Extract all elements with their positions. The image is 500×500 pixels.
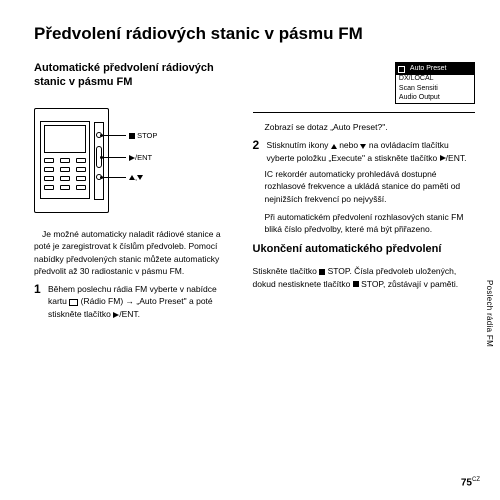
device-diagram: STOP /ENT , — [34, 98, 164, 218]
radio-icon — [69, 299, 78, 306]
play-ent-label: /ENT — [135, 153, 152, 162]
up-icon — [331, 144, 337, 149]
right-column: Auto Preset DX/LOCAL Scan Sensiti Audio … — [253, 62, 475, 324]
step-1-number: 1 — [34, 283, 44, 320]
content-columns: Automatické předvolení rádiových stanic … — [34, 62, 470, 324]
step-1: 1 Během poslechu rádia FM vyberte v nabí… — [34, 283, 235, 320]
stop-icon — [319, 269, 325, 275]
page-number: 75CZ — [461, 477, 480, 488]
stop-icon-2 — [353, 281, 359, 287]
left-column: Automatické předvolení rádiových stanic … — [34, 62, 235, 324]
divider — [253, 112, 475, 113]
scan-description: IC rekordér automaticky prohledává dostu… — [265, 168, 475, 205]
intro-paragraph: Je možné automaticky naladit rádiové sta… — [34, 228, 235, 277]
page-title: Předvolení rádiových stanic v pásmu FM — [34, 24, 470, 44]
menu-item-dxlocal: DX/LOCAL — [396, 75, 474, 84]
down-icon — [360, 144, 366, 149]
menu-screenshot: Auto Preset DX/LOCAL Scan Sensiti Audio … — [395, 62, 475, 104]
blink-description: Při automatickém předvolení rozhlasových… — [265, 211, 475, 236]
cancel-heading: Ukončení automatického předvolení — [253, 243, 475, 257]
stop-label: STOP — [137, 131, 157, 140]
menu-item-scan: Scan Sensiti — [396, 84, 474, 93]
side-tab-label: Poslech rádia FM — [485, 280, 494, 347]
step-2: 2 Stisknutím ikony nebo na ovládacím tla… — [253, 139, 475, 164]
step-2-number: 2 — [253, 139, 263, 164]
step-2-text: Stisknutím ikony nebo na ovládacím tlačí… — [267, 139, 475, 164]
autopreset-prompt: Zobrazí se dotaz „Auto Preset?". — [265, 121, 475, 133]
menu-tab-icon — [398, 66, 405, 73]
menu-item-auto-preset: Auto Preset — [407, 64, 472, 73]
step-1-text: Během poslechu rádia FM vyberte v nabídc… — [48, 283, 235, 320]
menu-item-audio: Audio Output — [396, 94, 474, 103]
auto-preset-heading: Automatické předvolení rádiových stanic … — [34, 62, 235, 90]
cancel-text: Stiskněte tlačítko STOP. Čísla předvoleb… — [253, 265, 475, 290]
